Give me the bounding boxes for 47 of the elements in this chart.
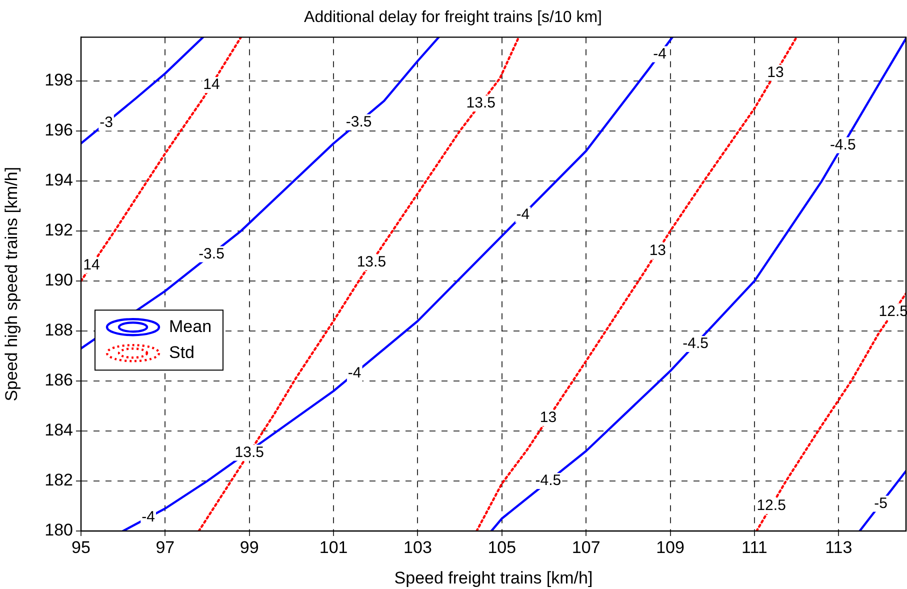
- x-tick-label: 107: [572, 538, 600, 557]
- y-tick-label: 196: [44, 120, 73, 140]
- annotation: 12.5: [756, 497, 786, 514]
- y-axis-title: Speed high speed trains [km/h]: [2, 166, 21, 402]
- annotation: -4: [142, 508, 156, 526]
- x-tick-label: 113: [825, 538, 852, 557]
- y-tick-label: 188: [44, 320, 73, 340]
- y-tick-label: 194: [44, 170, 73, 190]
- chart-title: Additional delay for freight trains [s/10 km]: [304, 9, 602, 26]
- y-tick-label: 186: [44, 370, 73, 390]
- legend-label: Mean: [169, 316, 212, 336]
- annotation: 14: [203, 76, 220, 94]
- x-axis-title: Speed freight trains [km/h]: [394, 568, 593, 588]
- annotation: 13: [767, 64, 784, 81]
- x-tick-label: 101: [319, 538, 348, 557]
- annotation: 13.5: [356, 253, 386, 270]
- legend-label: Std: [169, 342, 195, 362]
- x-tick-label: 103: [404, 538, 432, 557]
- x-tick-label: 97: [156, 538, 175, 557]
- annotation: 13.5: [234, 444, 264, 461]
- y-tick-label: 198: [44, 70, 73, 90]
- annotation: -4.5: [830, 136, 856, 154]
- line-series: [755, 292, 906, 531]
- annotation: -4.5: [535, 472, 562, 490]
- annotation: -3: [100, 114, 113, 131]
- line-series: [81, 37, 242, 282]
- y-tick-label: 192: [44, 220, 73, 240]
- annotation: 13: [649, 242, 666, 260]
- y-tick-label: 182: [44, 470, 73, 490]
- annotation: 14: [83, 256, 100, 274]
- annotation: -4.5: [682, 335, 708, 352]
- annotation: -3.5: [198, 245, 224, 262]
- x-tick-label: 109: [656, 538, 684, 557]
- x-tick-label: 95: [72, 538, 90, 557]
- annotation: -3.5: [346, 113, 372, 130]
- y-tick-label: 184: [44, 420, 73, 440]
- annotation: 13: [540, 409, 557, 426]
- y-tick-label: 180: [44, 520, 73, 540]
- y-tick-label: 190: [44, 270, 73, 290]
- annotation: -4: [516, 206, 530, 223]
- x-tick-label: 99: [240, 538, 259, 557]
- annotation: 13.5: [466, 94, 496, 112]
- x-tick-label: 111: [742, 538, 768, 557]
- annotation: -4: [348, 364, 362, 382]
- annotation: -4: [653, 45, 666, 62]
- annotation: -5: [874, 494, 888, 512]
- x-tick-label: 105: [488, 538, 516, 557]
